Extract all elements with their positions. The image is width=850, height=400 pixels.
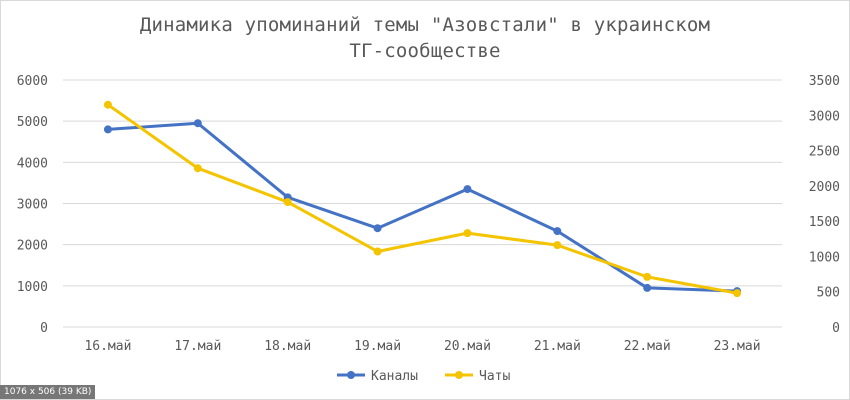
legend-marker-0 [347, 371, 355, 379]
y-right-tick-label-4: 2000 [809, 180, 840, 195]
series-1-point-6 [643, 272, 652, 281]
series-1-point-4 [463, 229, 472, 238]
x-tick-label-0: 16.май [84, 339, 131, 354]
y-left-tick-label-1: 1000 [17, 280, 48, 295]
x-tick-label-1: 17.май [174, 339, 221, 354]
series-1-point-0 [103, 100, 112, 109]
series-0-point-4 [463, 185, 472, 194]
series-line-1 [106, 103, 739, 295]
chart-title-line-1: Динамика упоминаний темы "Азовстали" в у… [139, 14, 711, 36]
series-1-point-1 [193, 164, 202, 173]
y-right-tick-label-0: 0 [832, 321, 840, 336]
series-0-point-3 [373, 224, 382, 233]
y-left-tick-label-3: 3000 [17, 198, 48, 213]
series-0-point-6 [643, 283, 652, 292]
y-right-tick-label-7: 3500 [809, 74, 840, 89]
chart-title-line-2: ТГ-сообществе [349, 40, 501, 62]
y-left-tick-label-4: 4000 [17, 156, 48, 171]
x-tick-label-6: 22.май [624, 339, 671, 354]
image-size-badge: 1076 x 506 (39 KB) [0, 385, 96, 399]
series-1-point-5 [553, 241, 562, 250]
x-tick-label-5: 21.май [534, 339, 581, 354]
y-left-tick-label-5: 5000 [17, 115, 48, 130]
series-line-0 [106, 121, 739, 293]
x-tick-label-4: 20.май [444, 339, 491, 354]
series-0-point-5 [553, 227, 562, 236]
y-left-tick-label-0: 0 [40, 321, 48, 336]
y-left-tick-label-2: 2000 [17, 239, 48, 254]
series-0-point-1 [193, 119, 202, 128]
legend-marker-1 [455, 371, 463, 379]
series-0-point-0 [103, 125, 112, 134]
chart-title: Динамика упоминаний темы "Азовстали" в у… [0, 12, 850, 64]
x-tick-label-3: 19.май [354, 339, 401, 354]
y-right-tick-label-5: 2500 [809, 145, 840, 160]
series-1-point-2 [283, 198, 292, 207]
legend-label-0: Каналы [371, 369, 418, 384]
series-1-point-7 [733, 289, 742, 298]
y-right-tick-label-1: 500 [817, 286, 840, 301]
y-left-tick-label-6: 6000 [17, 74, 48, 89]
x-tick-label-2: 18.май [264, 339, 311, 354]
series-1-point-3 [373, 247, 382, 256]
y-right-tick-label-2: 1000 [809, 250, 840, 265]
legend-label-1: Чаты [479, 369, 510, 384]
y-right-tick-label-6: 3000 [809, 109, 840, 124]
y-right-tick-label-3: 1500 [809, 215, 840, 230]
x-tick-label-7: 23.май [714, 339, 761, 354]
